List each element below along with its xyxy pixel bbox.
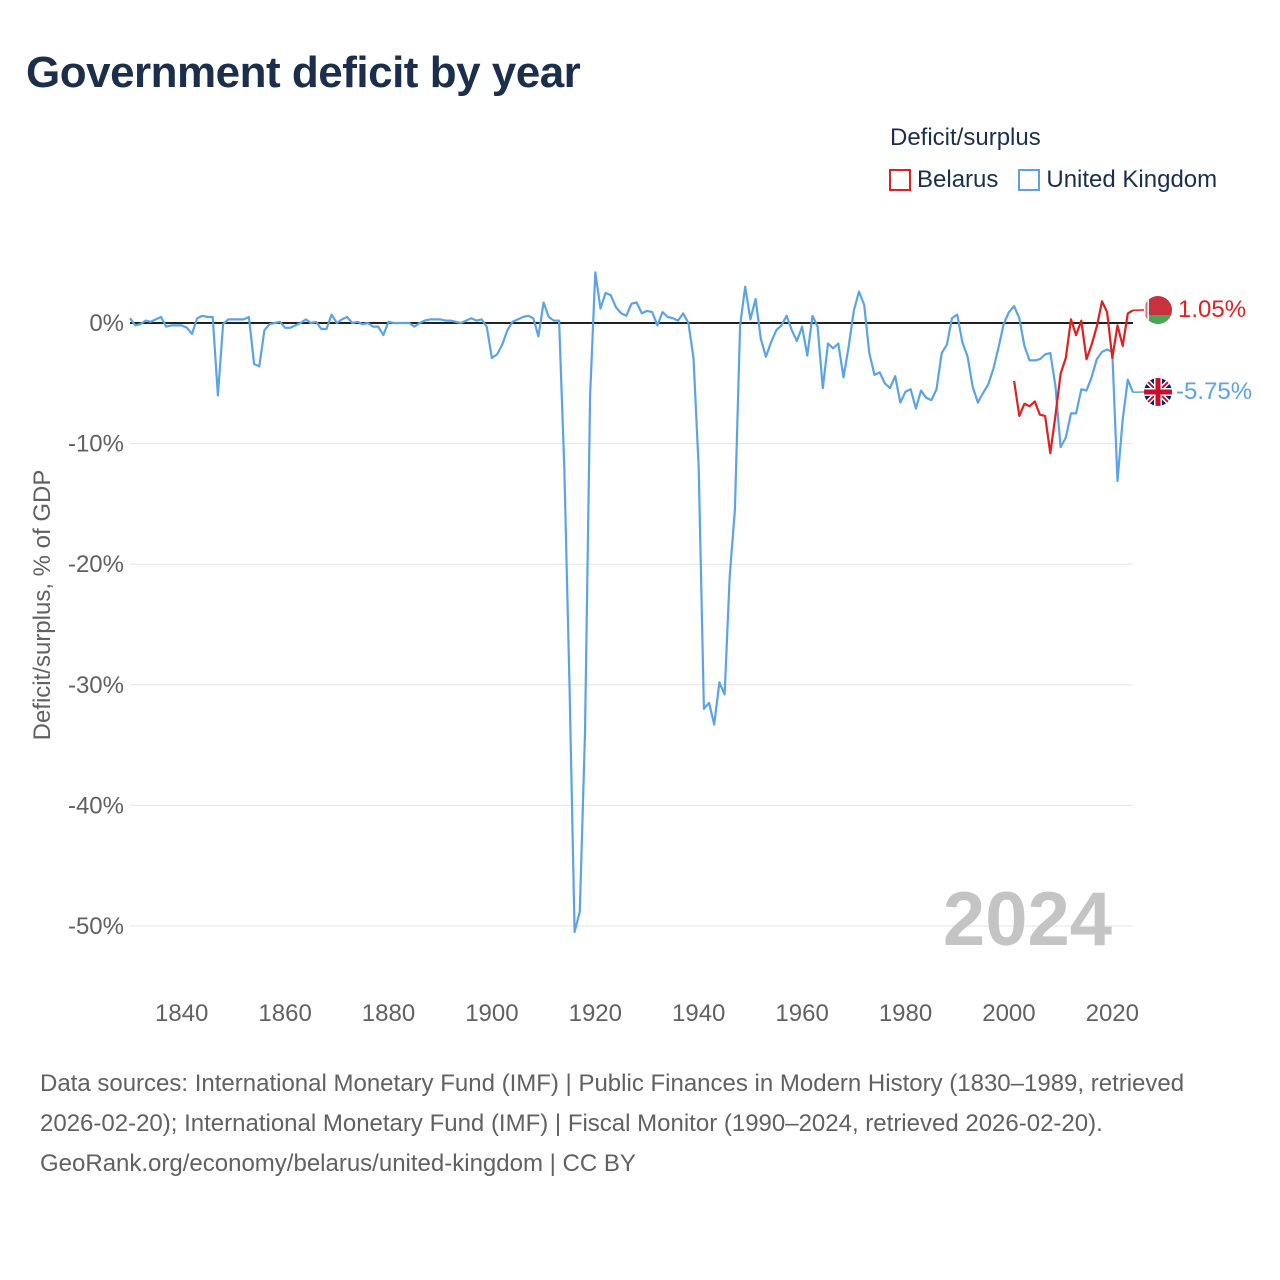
- series-line-belarus[interactable]: [1013, 300, 1134, 455]
- legend-item-united-kingdom[interactable]: United Kingdom: [1018, 166, 1217, 194]
- gridlines: [130, 443, 1133, 927]
- footer: Data sources: International Monetary Fun…: [40, 1064, 1240, 1184]
- end-label-belarus: 1.05%: [1178, 296, 1246, 323]
- legend-swatch-belarus: [889, 169, 911, 191]
- chart-title: Government deficit by year: [26, 48, 581, 97]
- united-kingdom-flag-icon: [1144, 378, 1172, 406]
- end-label-united-kingdom: -5.75%: [1176, 378, 1252, 405]
- legend: Belarus United Kingdom: [889, 166, 1217, 194]
- y-axis-label: Deficit/surplus, % of GDP: [29, 470, 56, 741]
- y-tick-label: -10%: [68, 431, 124, 458]
- y-axis-ticks: 0% -10% -20% -30% -40% -50%: [68, 310, 124, 940]
- series-lines: [129, 271, 1145, 934]
- x-tick-label: 1980: [879, 1000, 932, 1027]
- y-tick-label: -20%: [68, 551, 124, 578]
- x-tick-label: 1940: [672, 1000, 725, 1027]
- x-tick-label: 1960: [775, 1000, 828, 1027]
- x-tick-label: 1920: [569, 1000, 622, 1027]
- y-tick-label: -40%: [68, 792, 124, 819]
- y-tick-label: -50%: [68, 913, 124, 940]
- x-tick-label: 2020: [1086, 1000, 1139, 1027]
- x-tick-label: 1900: [465, 1000, 518, 1027]
- year-watermark: 2024: [943, 877, 1112, 962]
- belarus-flag-icon: [1144, 296, 1172, 324]
- y-tick-label: -30%: [68, 672, 124, 699]
- attribution-link[interactable]: GeoRank.org/economy/belarus/united-kingd…: [40, 1150, 636, 1177]
- x-tick-label: 1880: [362, 1000, 415, 1027]
- legend-label-belarus: Belarus: [917, 166, 999, 193]
- series-line-united-kingdom[interactable]: [129, 271, 1135, 934]
- legend-title: Deficit/surplus: [890, 124, 1041, 151]
- chart-area: 0%-10%-20%-30%-40%-50% 1840 1860 1880 1900 1…: [29, 271, 1252, 1027]
- x-tick-label: 1840: [155, 1000, 208, 1027]
- legend-item-belarus[interactable]: Belarus: [889, 166, 998, 194]
- legend-swatch-united-kingdom: [1018, 169, 1041, 191]
- x-axis-ticks: 1840 1860 1880 1900 1920 1940 1960 1980 2000 2020: [155, 1000, 1139, 1027]
- data-sources: Data sources: International Monetary Fun…: [40, 1070, 1185, 1137]
- x-tick-label: 2000: [982, 1000, 1035, 1027]
- x-tick-label: 1860: [258, 1000, 311, 1027]
- legend-label-united-kingdom: United Kingdom: [1046, 166, 1218, 193]
- y-tick-label: 0%: [89, 310, 124, 337]
